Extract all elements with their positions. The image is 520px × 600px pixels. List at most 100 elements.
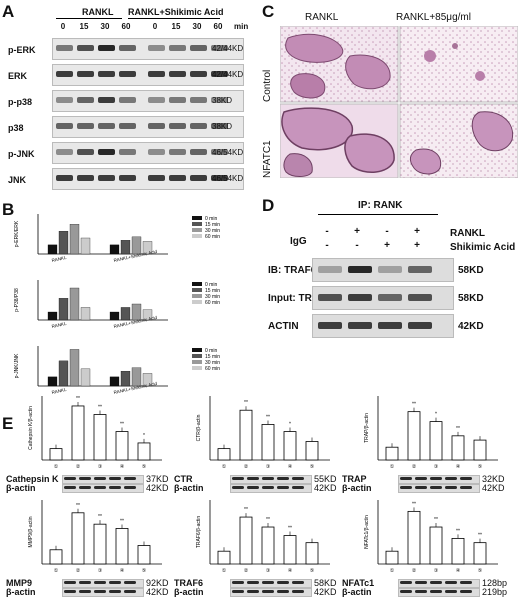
rankl-sign: - [325,226,329,237]
micro-row1-label: Control [262,69,273,102]
bar [451,435,465,461]
micro-row2-label: NFATC1 [262,140,273,178]
significance-mark: ** [434,517,438,523]
bar [109,376,120,387]
significance-mark: * [289,422,291,428]
e-blot-target-label: TRAP [342,474,367,484]
group-rankl-bracket [56,18,122,19]
time-label: 15 [79,22,89,31]
e-blot-band [400,486,412,489]
blot-band [56,45,73,51]
e-blot-actin-size: 42KD [146,483,169,493]
e-blot-band [277,590,289,593]
e-chart: CTR/β-actin ① ② ** ③ ** ④ * ⑤ [196,396,330,470]
e-blot-band [109,590,121,593]
e-blot-band [124,486,136,489]
e-blot-band [460,590,472,593]
panel-letter-e: E [2,414,14,433]
e-blot-band [400,581,412,584]
x-tick-label: RANKL [51,321,67,329]
e-blot-band [94,486,106,489]
x-tick-label: ⑤ [310,568,315,574]
e-blot-band [79,486,91,489]
legend-label: 15 min [205,354,220,360]
e-blot-band [292,581,304,584]
significance-mark: ** [76,396,80,402]
legend-label: 60 min [205,234,220,240]
e-blot-band [430,477,442,480]
x-tick-label: ② [76,464,81,470]
e-blot-band [430,581,442,584]
blot-band [77,71,94,77]
blot-band [98,45,115,51]
time-unit-label: min [234,22,249,31]
x-tick-label: ③ [266,464,271,470]
significance-mark: * [143,433,145,439]
e-blot-actin-size: 42KD [482,483,505,493]
bar [93,523,107,565]
blot-size-label: 42/44KD [212,44,244,53]
significance-mark: ** [456,528,460,534]
time-label: 60 [121,22,131,31]
blot-size-label: 46/54KD [212,148,244,157]
e-blot-actin-size: 219bp [482,587,508,597]
e-blot-band [460,477,472,480]
e-blot-band [79,590,91,593]
legend-swatch [192,294,202,298]
blot-band [119,149,136,155]
e-blot-band [262,581,274,584]
e-blot-band [94,581,106,584]
e-blot-band [445,581,457,584]
significance-mark: ** [120,422,124,428]
blot-band [169,149,186,155]
legend-swatch [192,216,202,220]
bar [115,528,129,565]
blot-band [190,175,207,181]
bar [80,237,91,255]
blot-band [148,123,165,129]
bar [385,550,399,565]
x-tick-label: ③ [266,568,271,574]
sa-sign: + [414,240,420,251]
blot-band [169,123,186,129]
e-blot-band [247,581,259,584]
e-blot-band [292,590,304,593]
bar [131,236,142,255]
e-blot-band [124,590,136,593]
blot-band [77,123,94,129]
blot-size-label: 38KD [212,122,233,131]
x-tick-label: ① [222,464,227,470]
bar [47,244,58,255]
e-blot-band [292,477,304,480]
y-axis-label: NFATc1/β-actin [364,515,370,549]
group-rankl-label: RANKL [82,7,114,17]
e-chart: MMP9/β-actin ① ② ** ③ ** ④ ** ⑤ [28,500,162,574]
significance-mark: ** [412,402,416,408]
blot-d-band [378,322,402,329]
micro-nfatc1-sa [399,103,518,178]
blot-band [77,45,94,51]
y-axis-label: p-ERK/ERK [14,220,20,247]
blot-band [190,97,207,103]
e-blot-band [460,581,472,584]
blot-row-label: JNK [8,175,27,185]
legend-swatch [192,282,202,286]
e-blot-band [124,581,136,584]
group-rankl-sa-bracket [128,18,220,19]
e-blot-band [292,486,304,489]
e-blot-band [415,486,427,489]
bar [142,373,153,387]
e-blot-band [262,486,274,489]
bar [120,307,131,321]
e-blot-actin-size: 42KD [146,587,169,597]
x-tick-label: ② [244,568,249,574]
x-tick-label: ④ [288,464,293,470]
y-axis-label: Cathepsin K/β-actin [28,406,34,450]
bar [93,414,107,461]
e-blot-band [109,581,121,584]
blot-band [148,175,165,181]
x-tick-label: ② [244,464,249,470]
